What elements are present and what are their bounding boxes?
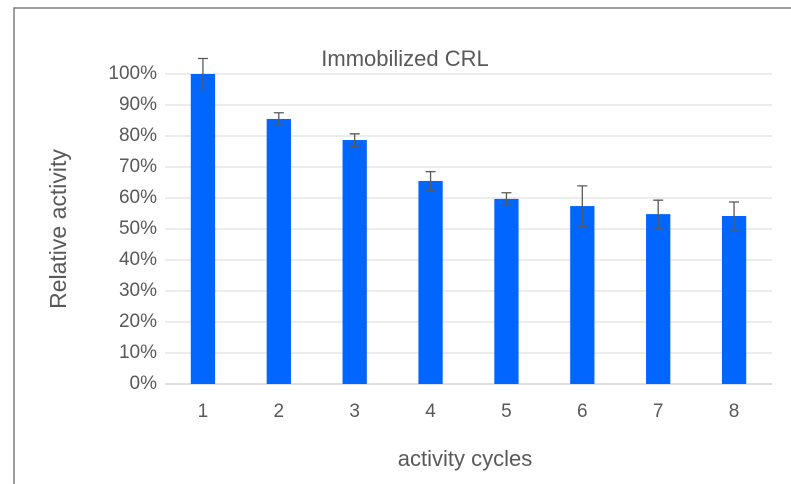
bar — [570, 206, 595, 384]
error-bar — [577, 185, 588, 227]
y-tick-label: 90% — [119, 94, 157, 115]
x-tick-label: 4 — [425, 401, 436, 422]
y-axis-label: Relative activity — [45, 149, 71, 309]
x-axis-label: activity cycles — [398, 446, 532, 471]
y-tick-label: 100% — [108, 63, 157, 84]
y-tick-label: 40% — [119, 249, 157, 270]
y-tick-label: 80% — [119, 125, 157, 146]
bar — [190, 74, 216, 384]
x-tick-label: 1 — [198, 401, 209, 422]
y-tick-label: 10% — [119, 342, 157, 363]
x-tick-label: 3 — [349, 401, 360, 422]
error-bar — [197, 57, 208, 91]
x-tick-label: 6 — [577, 401, 588, 422]
y-tick-label: 0% — [130, 373, 158, 394]
error-bar — [729, 201, 740, 231]
bar — [494, 198, 519, 384]
bar — [342, 140, 367, 384]
x-tick-label: 2 — [274, 401, 285, 422]
x-tick-label: 8 — [729, 401, 740, 422]
y-tick-label: 30% — [119, 280, 157, 301]
error-bar — [425, 171, 436, 191]
error-bar — [653, 199, 664, 229]
error-bar — [349, 133, 360, 147]
bar — [418, 180, 443, 384]
bar — [721, 215, 747, 384]
chart-title: Immobilized CRL — [321, 46, 489, 71]
error-bar — [501, 192, 512, 206]
x-tick-label: 5 — [501, 401, 512, 422]
bar — [646, 214, 671, 384]
y-tick-label: 70% — [119, 156, 157, 177]
y-tick-label: 50% — [119, 218, 157, 239]
x-tick-label: 7 — [653, 401, 664, 422]
bar — [266, 118, 291, 384]
y-tick-label: 60% — [119, 187, 157, 208]
error-bar — [273, 112, 284, 126]
y-tick-label: 20% — [119, 311, 157, 332]
